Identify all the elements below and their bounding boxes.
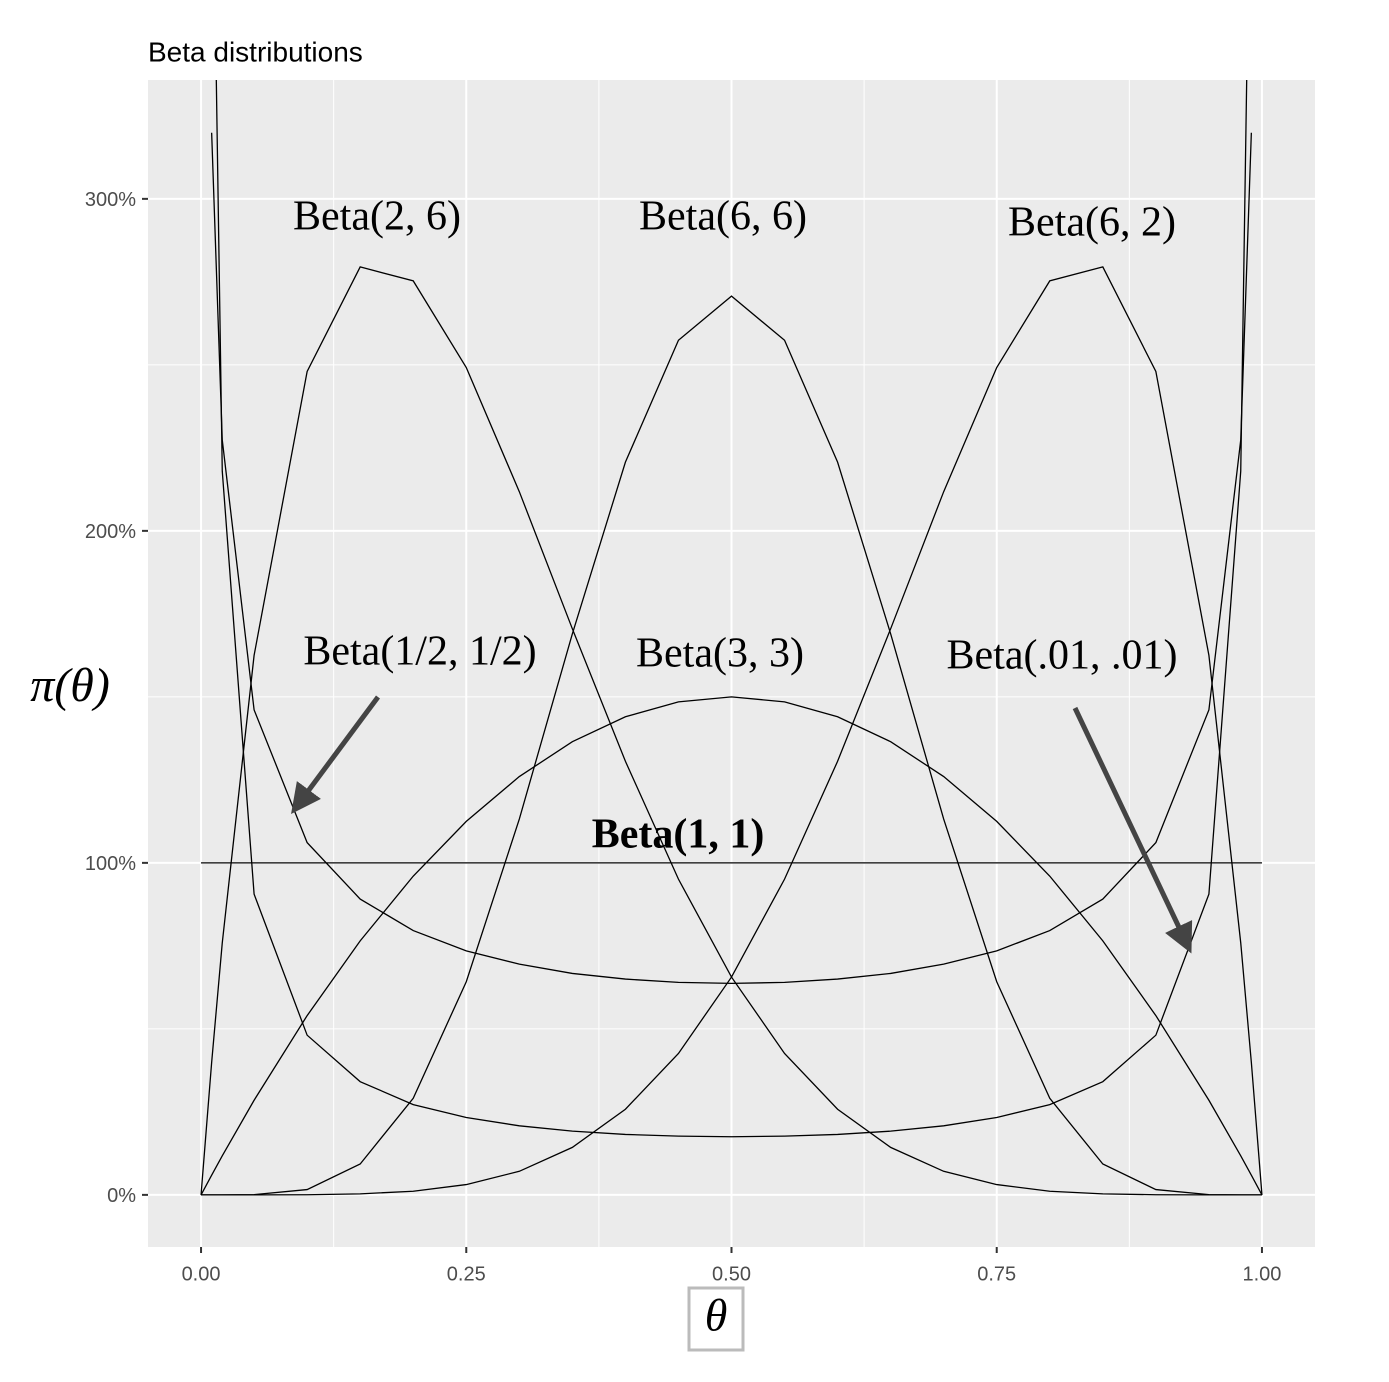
series-line: [200, 696, 1263, 1196]
series-line: [211, 132, 1252, 985]
y-axis-label: π(θ): [30, 659, 110, 712]
y-tick-label: 0%: [107, 1185, 136, 1207]
series-line: [215, 80, 1248, 1138]
y-tick-label: 300%: [85, 189, 136, 211]
arrow: [291, 695, 381, 815]
series-label: Beta(.01, .01): [947, 633, 1178, 679]
x-tick-label: 0.00: [182, 1263, 221, 1285]
series-label: Beta(3, 3): [636, 631, 804, 677]
x-tick-label: 0.75: [977, 1263, 1016, 1285]
series-label: Beta(6, 2): [1008, 200, 1176, 246]
series-label: Beta(2, 6): [293, 194, 461, 240]
series-line: [201, 295, 1262, 1196]
x-axis-label: θ: [705, 1290, 728, 1341]
y-tick-label: 100%: [85, 853, 136, 875]
series-label: Beta(1, 1): [592, 812, 765, 858]
series-label: Beta(1/2, 1/2): [303, 629, 536, 675]
series-label: Beta(6, 6): [639, 194, 807, 240]
x-tick-label: 0.25: [447, 1263, 486, 1285]
y-tick-label: 200%: [85, 521, 136, 543]
x-label-box: [687, 1286, 745, 1352]
arrow: [1072, 706, 1193, 954]
chart-title: Beta distributions: [148, 36, 363, 67]
x-tick-label: 0.50: [712, 1263, 751, 1285]
series-line: [201, 266, 1263, 1196]
x-tick-label: 1.00: [1242, 1263, 1281, 1285]
